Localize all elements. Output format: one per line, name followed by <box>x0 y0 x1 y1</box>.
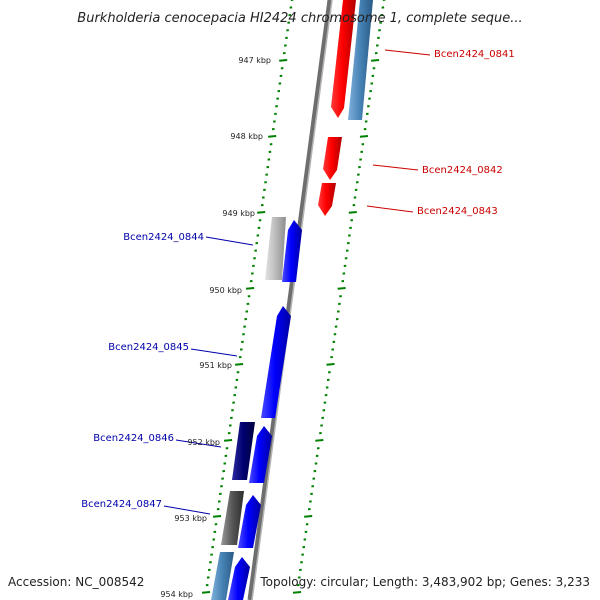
tick-mark <box>223 439 233 442</box>
tick-mark <box>201 591 211 594</box>
gene-label-forward[interactable]: Bcen2424_0843 <box>417 206 498 217</box>
tick-mark <box>257 211 266 214</box>
tick-label: 949 kbp <box>222 209 255 218</box>
genome-backbone <box>247 0 333 600</box>
reverse-features <box>211 217 302 600</box>
gene-feature-blue-d[interactable] <box>228 557 250 600</box>
tick-mark <box>359 135 369 138</box>
tick-track-outer <box>292 0 386 594</box>
gene-feature-gray-a[interactable] <box>265 217 286 280</box>
gene-feature-bcen2424-0845[interactable] <box>261 306 291 418</box>
tick-mark <box>304 515 313 518</box>
gene-label-forward[interactable]: Bcen2424_0842 <box>422 165 503 176</box>
gene-feature-bcen2424-0842[interactable] <box>323 137 342 180</box>
tick-labels: 947 kbp 948 kbp 949 kbp 950 kbp 951 kbp … <box>160 56 271 599</box>
accession-text: Accession: NC_008542 <box>8 575 144 589</box>
tick-label: 947 kbp <box>238 56 271 65</box>
tick-label: 951 kbp <box>199 361 232 370</box>
gene-labels: Bcen2424_0841 Bcen2424_0842 Bcen2424_084… <box>81 49 515 510</box>
tick-mark <box>268 135 277 138</box>
gene-feature-bcen2424-0841[interactable] <box>331 0 356 118</box>
topology-text: Topology: circular; Length: 3,483,902 bp… <box>259 575 590 589</box>
tick-label: 952 kbp <box>187 438 220 447</box>
tick-mark <box>235 363 244 366</box>
tick-mark <box>279 59 288 62</box>
gene-feature-blue-b[interactable] <box>249 426 272 483</box>
tick-label: 950 kbp <box>209 286 242 295</box>
gene-feature-blue-c[interactable] <box>238 495 261 548</box>
tick-mark <box>212 515 222 518</box>
gene-label-reverse[interactable]: Bcen2424_0845 <box>108 342 189 353</box>
gene-feature-steel-a[interactable] <box>348 0 373 120</box>
tick-mark <box>315 439 324 442</box>
tick-mark <box>326 363 335 366</box>
tick-mark <box>292 591 302 594</box>
genome-backbone-highlight <box>251 0 333 600</box>
tick-track-inner <box>201 0 294 594</box>
gene-feature-bcen2424-0847[interactable] <box>221 491 244 545</box>
tick-label: 953 kbp <box>174 514 207 523</box>
gene-feature-bcen2424-0843[interactable] <box>318 183 336 216</box>
forward-features <box>318 0 373 216</box>
tick-mark <box>348 211 357 214</box>
leader-lines <box>163 49 431 515</box>
tick-mark <box>370 59 380 62</box>
gene-feature-steel-b[interactable] <box>211 552 234 600</box>
gene-label-forward[interactable]: Bcen2424_0841 <box>434 49 515 60</box>
tick-mark <box>337 287 346 290</box>
tick-mark <box>246 287 255 290</box>
gene-feature-bcen2424-0846[interactable] <box>232 422 255 480</box>
gene-label-reverse[interactable]: Bcen2424_0847 <box>81 499 162 510</box>
gene-label-reverse[interactable]: Bcen2424_0844 <box>123 232 204 243</box>
gene-label-reverse[interactable]: Bcen2424_0846 <box>93 433 174 444</box>
tick-label: 954 kbp <box>160 590 193 599</box>
map-title: Burkholderia cenocepacia HI2424 chromoso… <box>77 11 522 26</box>
gene-feature-bcen2424-0844[interactable] <box>282 220 302 282</box>
tick-label: 948 kbp <box>230 132 263 141</box>
